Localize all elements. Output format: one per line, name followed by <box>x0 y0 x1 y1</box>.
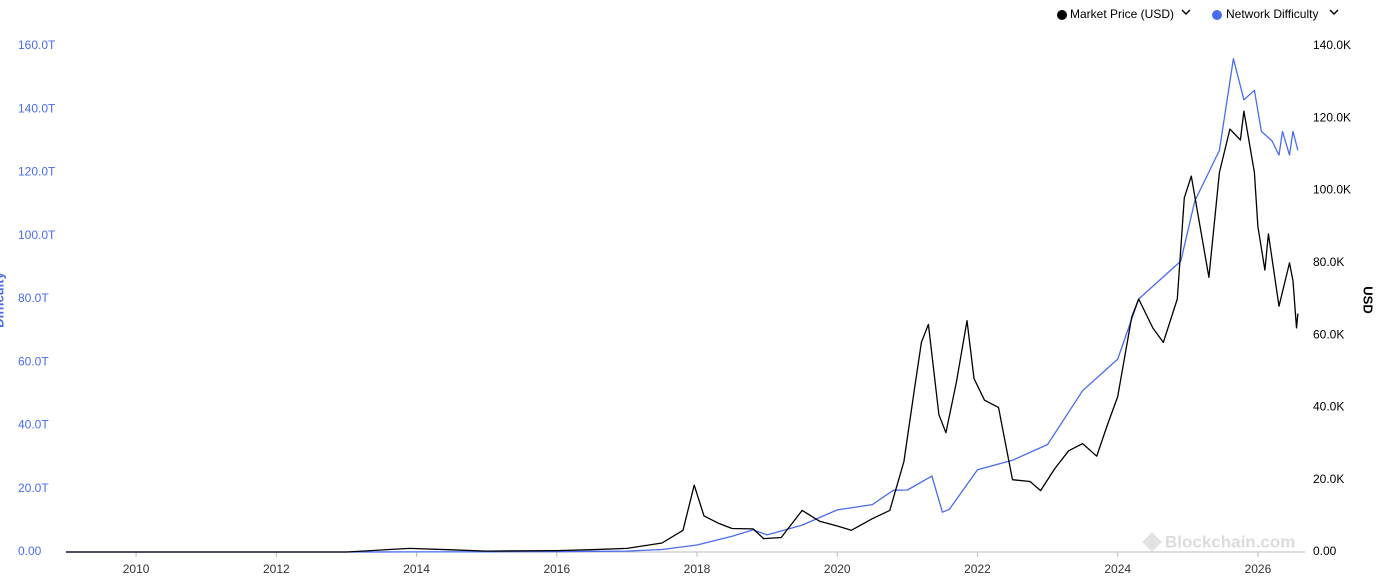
x-tick-label: 2010 <box>123 562 150 576</box>
y-tick-label: 80.0T <box>18 291 49 305</box>
y-tick-label: 160.0T <box>18 38 56 52</box>
x-tick-label: 2012 <box>263 562 290 576</box>
data-line <box>66 58 1299 553</box>
data-line <box>66 110 1299 553</box>
y-tick-label: 0.00 <box>18 544 42 558</box>
y-tick-label: 120.0T <box>18 165 56 179</box>
legend-chevron[interactable] <box>1329 9 1339 15</box>
y-tick-label: 60.0T <box>18 354 49 368</box>
y2-tick-label: 120.0K <box>1313 110 1351 124</box>
legend-label: Network Difficulty <box>1226 7 1318 21</box>
y-tick-label: 20.0T <box>18 481 49 495</box>
x-tick-label: 2018 <box>684 562 711 576</box>
y-tick-label: 100.0T <box>18 228 56 242</box>
x-tick-label: 2020 <box>824 562 851 576</box>
y2-tick-label: 140.0K <box>1313 38 1351 52</box>
x-tick-label: 2014 <box>403 562 430 576</box>
y-tick-label: 140.0T <box>18 101 56 115</box>
y2-tick-label: 20.0K <box>1313 472 1344 486</box>
x-tick-label: 2026 <box>1245 562 1272 576</box>
y2-tick-label: 100.0K <box>1313 183 1351 197</box>
legend-marker <box>1057 10 1067 20</box>
legend-marker <box>1212 10 1222 20</box>
y2-tick-label: 40.0K <box>1313 400 1344 414</box>
y2-tick-label: 80.0K <box>1313 255 1344 269</box>
y-tick-label: 40.0T <box>18 418 49 432</box>
y2-tick-label: 0.00 <box>1313 544 1337 558</box>
legend-label: Market Price (USD) <box>1070 7 1174 21</box>
x-tick-label: 2024 <box>1104 562 1131 576</box>
watermark-logo <box>1142 532 1162 552</box>
x-tick-label: 2016 <box>543 562 570 576</box>
x-tick-label: 2022 <box>964 562 991 576</box>
legend-chevron[interactable] <box>1181 9 1191 15</box>
y2-axis-title: USD <box>1361 286 1376 313</box>
y-axis-title: Difficulty <box>0 271 6 327</box>
y2-tick-label: 60.0K <box>1313 327 1344 341</box>
watermark: Blockchain.com <box>1165 532 1295 551</box>
